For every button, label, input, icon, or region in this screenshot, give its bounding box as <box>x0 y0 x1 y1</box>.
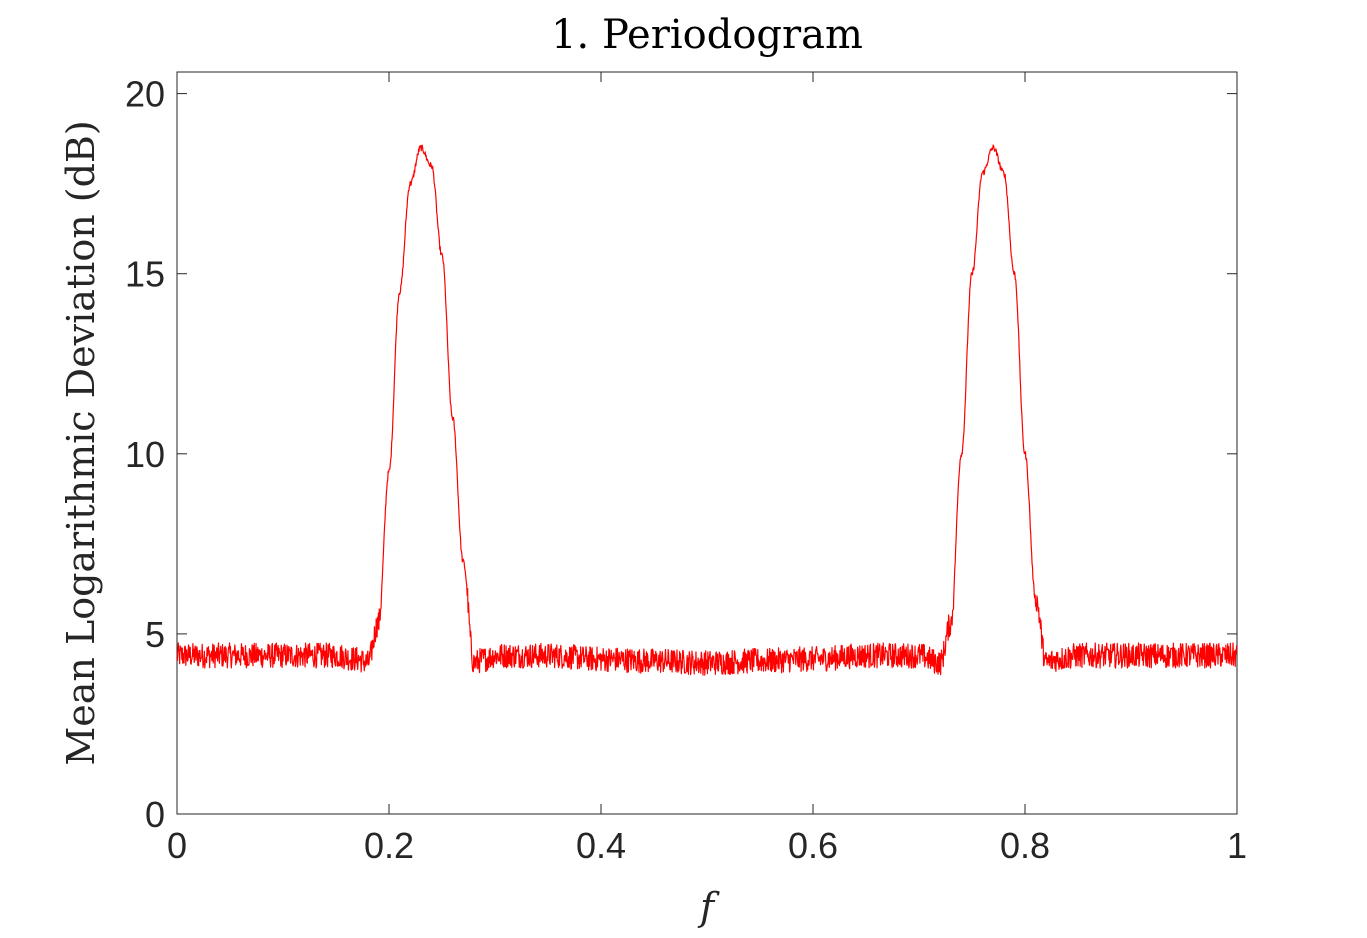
x-tick-label: 0 <box>167 825 187 866</box>
chart-title: 1. Periodogram <box>551 12 863 58</box>
y-axis-label: Mean Logarithmic Deviation (dB) <box>59 120 103 765</box>
series-layer <box>177 144 1237 676</box>
plot-area <box>176 71 1238 815</box>
y-tick-label: 0 <box>145 794 165 835</box>
series-line <box>177 144 1237 676</box>
x-tick-label: 1 <box>1227 825 1247 866</box>
x-axis-label: f <box>697 885 720 929</box>
y-tick-label: 20 <box>125 74 165 115</box>
x-tick-label: 0.8 <box>1000 825 1050 866</box>
y-tick-label: 10 <box>125 434 165 475</box>
x-tick-label: 0.4 <box>576 825 626 866</box>
y-tick-label: 5 <box>145 614 165 655</box>
x-tick-label: 0.6 <box>788 825 838 866</box>
y-axis: 0 5 10 15 20 <box>125 74 1237 835</box>
x-tick-label: 0.2 <box>364 825 414 866</box>
x-axis: 0 0.2 0.4 0.6 0.8 1 <box>167 72 1247 866</box>
y-tick-label: 15 <box>125 254 165 295</box>
